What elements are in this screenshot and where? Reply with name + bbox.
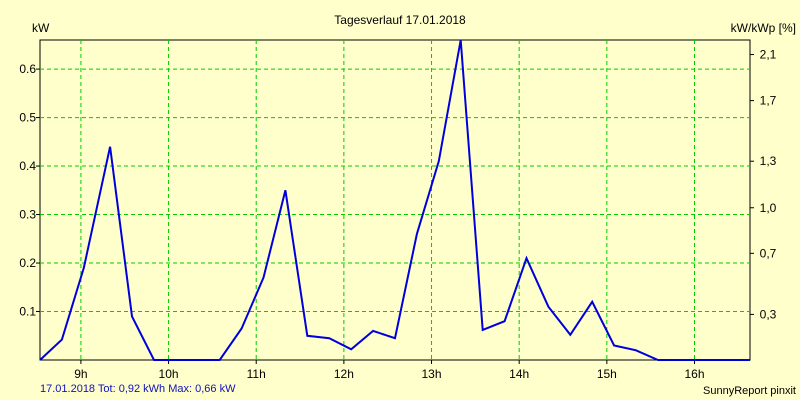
y-tick-label-left: 0.1	[19, 305, 36, 319]
series-line	[39, 39, 750, 361]
y-tick-label-right: 1,3	[760, 154, 777, 168]
y-axis-label-right: kW/kWp [%]	[731, 21, 796, 35]
x-tick-label: 9h	[74, 367, 87, 381]
y-tick-label-right: 0,7	[760, 246, 777, 260]
footer-credit: SunnyReport pinxit	[703, 385, 796, 397]
y-tick-label-right: 1,0	[760, 201, 777, 215]
y-tick-label-left: 0.2	[19, 256, 36, 270]
y-axis-label-left: kW	[32, 21, 50, 35]
x-tick-label: 14h	[509, 367, 529, 381]
y-tick-label-left: 0.3	[19, 208, 36, 222]
chart-title: Tagesverlauf 17.01.2018	[334, 13, 466, 27]
tick-labels: 9h 10h 11h 12h 13h 14h 15h 16h 0.1 0.2 0.3 0.4 0.5 0.…	[19, 48, 776, 381]
x-tick-label: 16h	[684, 367, 704, 381]
series-group	[39, 39, 750, 361]
y-tick-label-right: 1,7	[760, 94, 777, 108]
y-tick-label-left: 0.5	[19, 111, 36, 125]
x-tick-label: 15h	[597, 367, 617, 381]
y-tick-label-left: 0.4	[19, 159, 36, 173]
x-tick-label: 13h	[422, 367, 442, 381]
x-tick-label: 12h	[334, 367, 354, 381]
footer-summary: 17.01.2018 Tot: 0,92 kWh Max: 0,66 kW	[40, 383, 236, 395]
y-tick-label-right: 2,1	[760, 48, 777, 62]
y-tick-label-right: 0,3	[760, 307, 777, 321]
axes	[36, 54, 754, 364]
x-tick-label: 10h	[159, 367, 179, 381]
plot-area	[39, 39, 751, 361]
grid-lines	[40, 40, 750, 360]
y-tick-label-left: 0.6	[19, 62, 36, 76]
x-tick-label: 11h	[247, 367, 266, 381]
